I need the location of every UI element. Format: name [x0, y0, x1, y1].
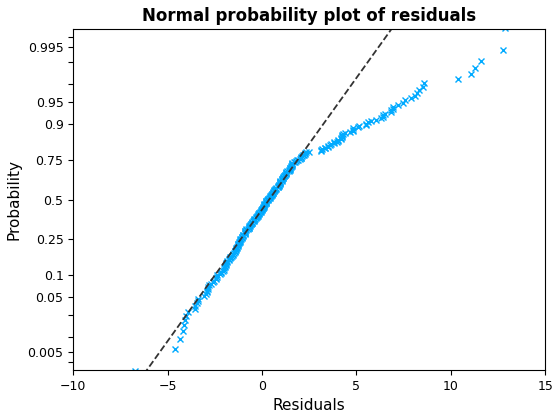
X-axis label: Residuals: Residuals — [273, 398, 346, 413]
Title: Normal probability plot of residuals: Normal probability plot of residuals — [142, 7, 476, 25]
Y-axis label: Probability: Probability — [7, 159, 22, 240]
